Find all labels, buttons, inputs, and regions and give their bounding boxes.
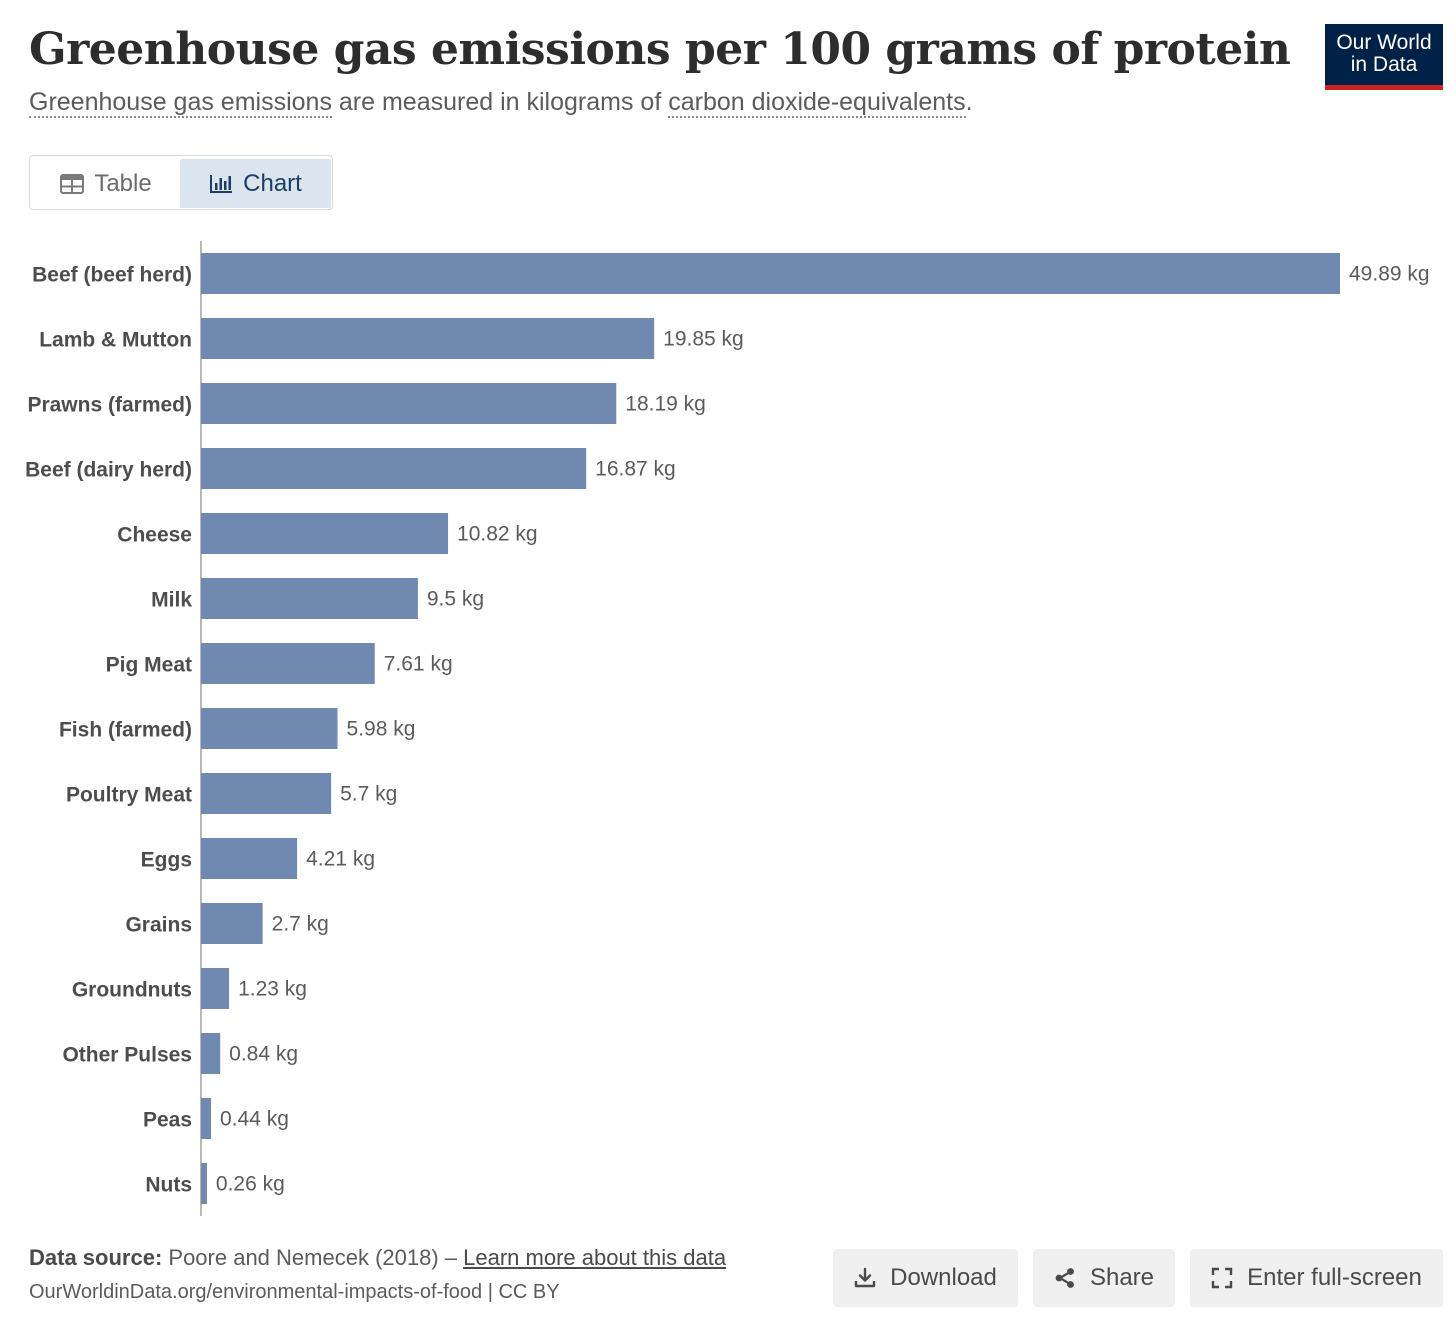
value-label: 7.61 kg [384, 653, 453, 676]
tab-table-label: Table [94, 169, 152, 197]
bar[interactable] [201, 643, 375, 684]
subtitle-text: are measured in kilograms of [331, 88, 669, 116]
share-button[interactable]: Share [1033, 1249, 1175, 1307]
co2-equivalents-link[interactable]: carbon dioxide-equivalents [668, 88, 966, 118]
owid-logo[interactable]: Our World in Data [1325, 24, 1443, 90]
bar[interactable] [201, 1098, 212, 1139]
category-label: Poultry Meat [66, 784, 192, 807]
category-label: Beef (dairy herd) [25, 459, 192, 482]
category-label: Grains [125, 914, 192, 937]
bar[interactable] [201, 318, 655, 359]
bar[interactable] [201, 1033, 221, 1074]
category-label: Beef (beef herd) [32, 264, 192, 287]
subtitle: Greenhouse gas emissions are measured in… [29, 88, 973, 118]
value-label: 5.7 kg [340, 783, 397, 806]
value-label: 18.19 kg [625, 393, 706, 416]
bar-chart: Beef (beef herd) 49.89 kg Lamb & Mutton 19.… [25, 241, 1430, 1216]
bar[interactable] [201, 838, 298, 879]
value-label: 2.7 kg [272, 913, 329, 936]
tab-table[interactable]: Table [33, 159, 179, 208]
bar[interactable] [201, 1163, 207, 1204]
bar[interactable] [201, 383, 617, 424]
category-label: Nuts [145, 1174, 192, 1197]
download-icon [854, 1267, 876, 1288]
fullscreen-label: Enter full-screen [1247, 1264, 1422, 1291]
value-label: 19.85 kg [663, 328, 744, 351]
value-label: 49.89 kg [1349, 263, 1430, 286]
expand-icon [1211, 1267, 1233, 1289]
category-label: Eggs [141, 849, 192, 872]
value-label: 0.84 kg [229, 1043, 298, 1066]
data-source-label: Data source: [29, 1245, 163, 1270]
category-label: Peas [143, 1109, 192, 1132]
data-source: Data source: Poore and Nemecek (2018) – … [29, 1245, 726, 1271]
category-label: Pig Meat [106, 654, 192, 677]
value-label: 10.82 kg [457, 523, 538, 546]
category-label: Cheese [117, 524, 192, 547]
data-source-text: Poore and Nemecek (2018) – [162, 1245, 464, 1270]
value-label: 16.87 kg [595, 458, 676, 481]
tab-chart[interactable]: Chart [180, 159, 331, 208]
bar-chart-icon [210, 174, 233, 193]
value-label: 5.98 kg [347, 718, 416, 741]
value-label: 4.21 kg [306, 848, 375, 871]
value-label: 0.26 kg [216, 1173, 285, 1196]
share-icon [1055, 1268, 1074, 1288]
download-label: Download [890, 1264, 997, 1291]
table-icon [60, 173, 85, 194]
value-label: 1.23 kg [238, 978, 307, 1001]
value-label: 9.5 kg [427, 588, 484, 611]
download-button[interactable]: Download [833, 1249, 1018, 1307]
fullscreen-button[interactable]: Enter full-screen [1190, 1249, 1443, 1307]
bar[interactable] [201, 773, 332, 814]
bar[interactable] [201, 708, 338, 749]
category-label: Groundnuts [72, 979, 192, 1002]
share-label: Share [1089, 1264, 1155, 1291]
category-label: Other Pulses [62, 1044, 192, 1067]
subtitle-end: . [965, 88, 973, 116]
view-tabs: Table Chart [29, 155, 333, 210]
bar[interactable] [201, 253, 1340, 294]
logo-line2: in Data [1350, 53, 1418, 76]
learn-more-link[interactable]: Learn more about this data [463, 1245, 727, 1270]
category-label: Prawns (farmed) [27, 394, 192, 417]
category-label: Lamb & Mutton [39, 329, 192, 352]
ghg-emissions-link[interactable]: Greenhouse gas emissions [29, 88, 332, 118]
logo-line1: Our World [1336, 31, 1432, 54]
bar[interactable] [201, 968, 230, 1009]
bar[interactable] [201, 578, 418, 619]
bar[interactable] [201, 448, 587, 489]
category-label: Fish (farmed) [59, 719, 192, 742]
bar[interactable] [201, 513, 449, 554]
value-label: 0.44 kg [220, 1108, 289, 1131]
tab-chart-label: Chart [243, 169, 302, 197]
category-label: Milk [151, 589, 192, 612]
bar[interactable] [201, 903, 263, 944]
page-title: Greenhouse gas emissions per 100 grams o… [29, 24, 1291, 75]
source-url[interactable]: OurWorldinData.org/environmental-impacts… [29, 1281, 560, 1303]
